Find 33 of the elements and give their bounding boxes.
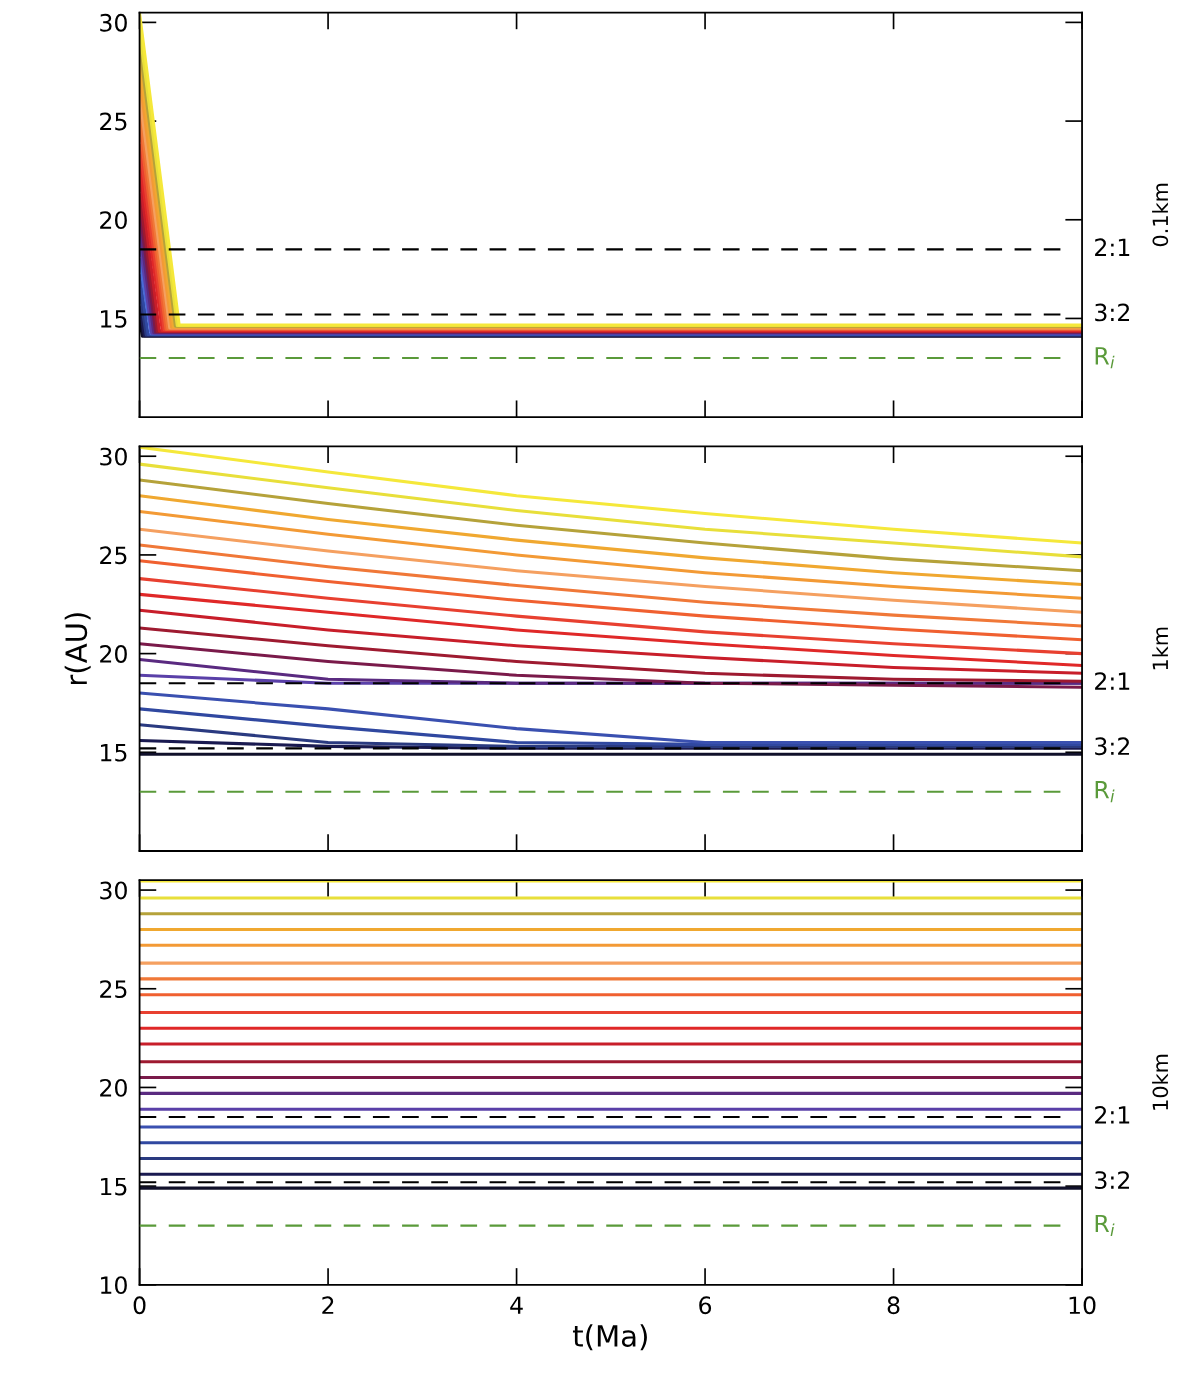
text: 3:2 bbox=[1095, 737, 1129, 756]
y-axis-title: r(AU) bbox=[64, 613, 91, 685]
x-tick-label: 10 bbox=[1069, 1296, 1096, 1315]
text: 3:2 bbox=[1095, 303, 1129, 322]
text: 1km bbox=[1152, 627, 1168, 670]
y-tick-label: 20 bbox=[100, 1078, 127, 1097]
y-tick-label: 15 bbox=[101, 744, 127, 762]
ref-line-label: R$_{i}$ bbox=[1095, 347, 1115, 369]
x-tick-label: 0 bbox=[133, 1296, 146, 1315]
ref-line-label: R$_{i}$ bbox=[1095, 781, 1115, 803]
y-tick-label: 30 bbox=[100, 447, 127, 466]
y-tick-label: 30 bbox=[100, 13, 127, 32]
x-tick-label: 2 bbox=[322, 1296, 334, 1314]
text: 2:1 bbox=[1095, 1106, 1130, 1124]
y-tick-label: 15 bbox=[101, 310, 127, 328]
text: 3:2 bbox=[1095, 1171, 1129, 1190]
text: 2:1 bbox=[1095, 672, 1130, 690]
y-tick-label: 25 bbox=[100, 980, 127, 999]
y-tick-label: 15 bbox=[101, 1177, 127, 1196]
ref-line-label: R$_{i}$ bbox=[1095, 1214, 1115, 1236]
text: 10km bbox=[1152, 1054, 1169, 1110]
text: 0.1km bbox=[1152, 183, 1169, 247]
x-tick-label: 6 bbox=[699, 1296, 712, 1315]
y-tick-label: 25 bbox=[100, 112, 127, 131]
y-tick-label: 25 bbox=[100, 546, 127, 565]
x-tick-label: 4 bbox=[510, 1296, 523, 1314]
y-tick-label: 20 bbox=[100, 645, 127, 663]
y-tick-label: 10 bbox=[101, 1276, 127, 1295]
x-axis-title: t(Ma) bbox=[572, 1324, 647, 1351]
x-tick-label: 8 bbox=[887, 1296, 900, 1315]
y-tick-label: 20 bbox=[100, 211, 127, 230]
text: 2:1 bbox=[1095, 238, 1130, 256]
y-tick-label: 30 bbox=[100, 881, 127, 900]
